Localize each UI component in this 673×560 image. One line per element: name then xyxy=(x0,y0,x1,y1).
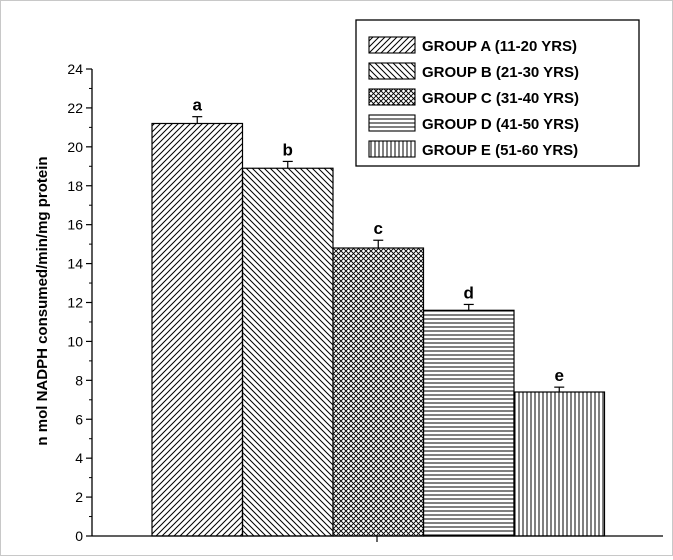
bar-annotation: b xyxy=(283,140,293,159)
legend-swatch xyxy=(368,114,416,132)
legend-label: GROUP C (31-40 YRS) xyxy=(422,90,579,107)
y-axis-label: n mol NADPH consumed/min/mg protein xyxy=(34,156,51,445)
y-tick-label: 8 xyxy=(75,372,83,388)
y-tick-label: 20 xyxy=(67,139,83,155)
legend-swatch xyxy=(368,62,416,80)
legend-swatch xyxy=(368,88,416,106)
y-tick-label: 2 xyxy=(75,489,83,505)
y-tick-label: 14 xyxy=(67,256,83,272)
legend-label: GROUP E (51-60 YRS) xyxy=(422,142,578,159)
legend-label: GROUP A (11-20 YRS) xyxy=(422,38,577,55)
y-tick-label: 18 xyxy=(67,178,83,194)
y-tick-label: 0 xyxy=(75,528,83,544)
bar xyxy=(241,167,334,537)
y-tick-label: 24 xyxy=(67,61,83,77)
legend-label: GROUP B (21-30 YRS) xyxy=(422,64,579,81)
bars-group: a b c d e xyxy=(151,96,606,537)
bar xyxy=(332,247,425,537)
y-tick-label: 6 xyxy=(75,411,83,427)
bar xyxy=(151,122,244,537)
y-tick-label: 22 xyxy=(67,100,83,116)
legend-swatch xyxy=(368,36,416,54)
bar-annotation: e xyxy=(555,366,564,385)
y-tick-label: 16 xyxy=(67,217,83,233)
y-tick-label: 4 xyxy=(75,450,83,466)
legend-label: GROUP D (41-50 YRS) xyxy=(422,116,579,133)
legend: GROUP A (11-20 YRS) GROUP B (21-30 YRS) GR… xyxy=(355,19,640,167)
bar-annotation: d xyxy=(464,283,474,302)
bar-annotation: a xyxy=(193,96,203,115)
y-tick-label: 12 xyxy=(67,295,83,311)
bar xyxy=(513,391,606,537)
bar xyxy=(422,309,515,537)
y-tick-label: 10 xyxy=(67,333,83,349)
bar-annotation: c xyxy=(374,219,383,238)
legend-swatch xyxy=(368,140,416,158)
